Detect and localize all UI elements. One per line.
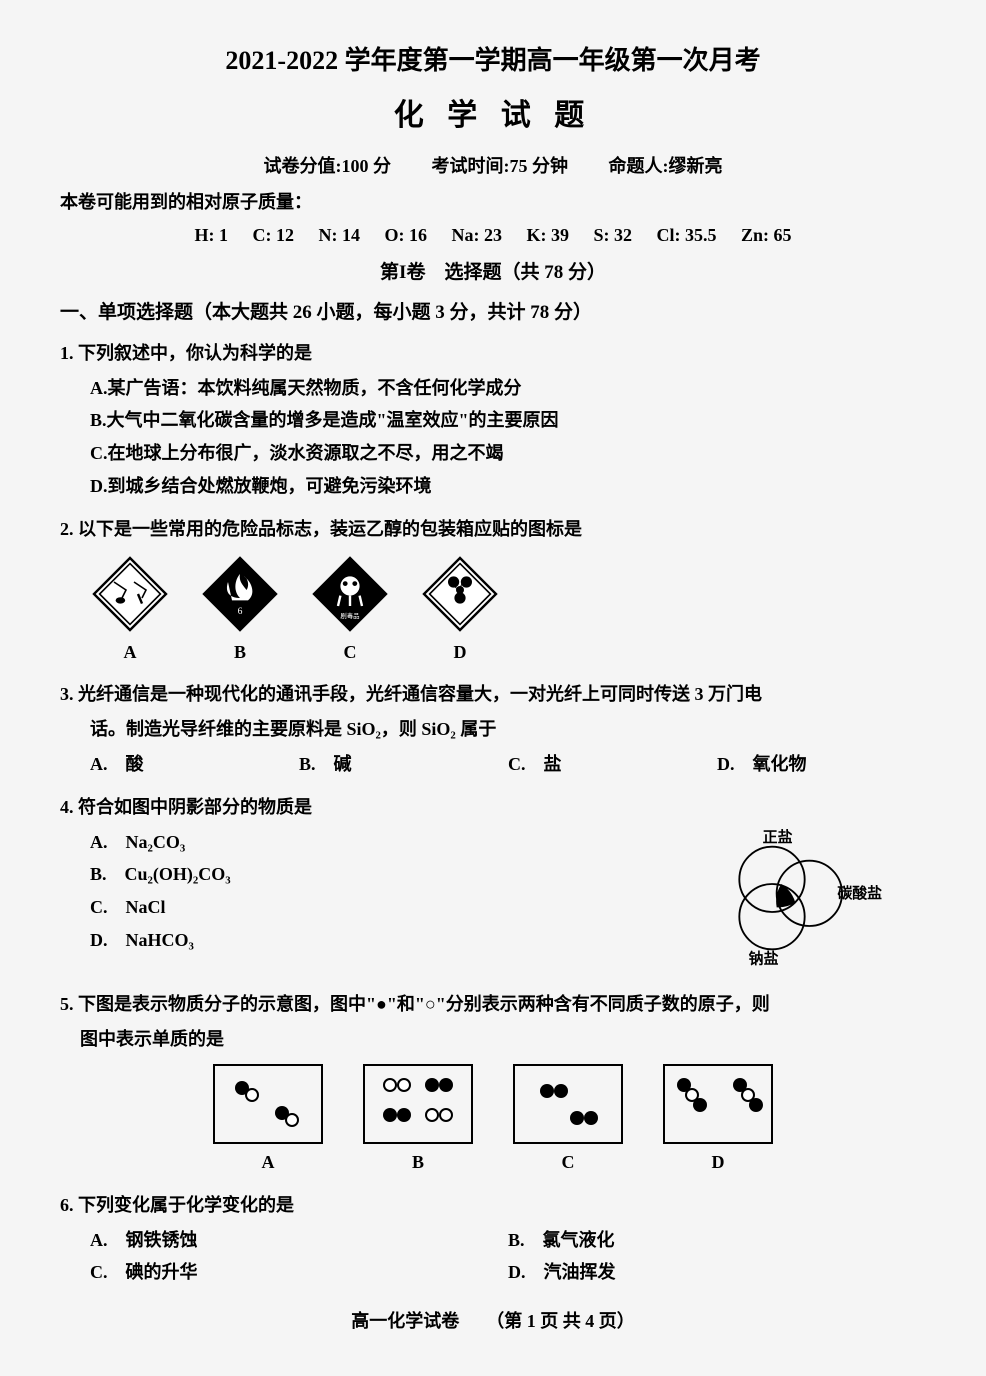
q1-opt-d: D.到城乡结合处燃放鞭炮，可避免污染环境 (90, 472, 926, 501)
hazard-c-label: C (310, 638, 390, 667)
molecule-b-box (363, 1064, 473, 1144)
q6-row2: C. 碘的升华 D. 汽油挥发 (90, 1258, 926, 1287)
venn-label-right: 碳酸盐 (837, 884, 882, 902)
question-5: 5. 下图是表示物质分子的示意图，图中"●"和"○"分别表示两种含有不同质子数的… (60, 990, 926, 1176)
subject-title: 化 学 试 题 (60, 92, 926, 140)
venn-diagram: 正盐 碳酸盐 钠盐 (646, 828, 926, 977)
mass-n: N: 14 (318, 225, 360, 245)
q6-opt-a: A. 钢铁锈蚀 (90, 1226, 508, 1255)
author-label: 命题人:缪新亮 (609, 156, 723, 176)
hazard-d-label: D (420, 638, 500, 667)
question-3: 3. 光纤通信是一种现代化的通讯手段，光纤通信容量大，一对光纤上可同时传送 3 … (60, 680, 926, 778)
molecule-d-box (663, 1064, 773, 1144)
mass-h: H: 1 (194, 225, 228, 245)
q6-stem: 6. 下列变化属于化学变化的是 (60, 1191, 926, 1220)
venn-label-top: 正盐 (763, 828, 793, 846)
svg-text:6: 6 (238, 606, 243, 617)
mass-s: S: 32 (593, 225, 632, 245)
molecule-a-box (213, 1064, 323, 1144)
q3-options: A. 酸 B. 碱 C. 盐 D. 氧化物 (90, 750, 926, 779)
hazard-c-icon: 剧毒品 (310, 554, 390, 634)
hazard-d: D (420, 554, 500, 667)
score-label: 试卷分值:100 分 (264, 156, 392, 176)
q6-opt-b: B. 氯气液化 (508, 1226, 926, 1255)
q3-opt-d: D. 氧化物 (717, 750, 926, 779)
molecule-c-label: C (513, 1148, 623, 1177)
mass-zn: Zn: 65 (741, 225, 792, 245)
molecule-c-box (513, 1064, 623, 1144)
molecule-b-label: B (363, 1148, 473, 1177)
molecule-a-label: A (213, 1148, 323, 1177)
q3-opt-b: B. 碱 (299, 750, 508, 779)
atomic-mass-label: 本卷可能用到的相对原子质量： (60, 188, 926, 217)
page-footer: 高一化学试卷 （第 1 页 共 4 页） (60, 1307, 926, 1336)
mass-cl: Cl: 35.5 (657, 225, 717, 245)
mass-o: O: 16 (384, 225, 427, 245)
mass-na: Na: 23 (451, 225, 502, 245)
q1-opt-c: C.在地球上分布很广，淡水资源取之不尽，用之不竭 (90, 439, 926, 468)
q1-stem: 1. 下列叙述中，你认为科学的是 (60, 339, 926, 368)
hazard-c: 剧毒品 C (310, 554, 390, 667)
question-4: 4. 符合如图中阴影部分的物质是 A. Na₂CO₃ B. Cu₂(OH)₂CO… (60, 793, 926, 977)
mass-c: C: 12 (252, 225, 294, 245)
q6-row1: A. 钢铁锈蚀 B. 氯气液化 (90, 1226, 926, 1255)
mass-k: K: 39 (526, 225, 569, 245)
svg-text:剧毒品: 剧毒品 (340, 611, 359, 620)
molecule-c: C (513, 1064, 623, 1177)
q3-opt-c: C. 盐 (508, 750, 717, 779)
molecule-d-label: D (663, 1148, 773, 1177)
q4-opt-d: D. NaHCO₃ (90, 926, 646, 955)
section1-title: 一、单项选择题（本大题共 26 小题，每小题 3 分，共计 78 分） (60, 298, 926, 328)
q2-stem: 2. 以下是一些常用的危险品标志，装运乙醇的包装箱应贴的图标是 (60, 515, 926, 544)
atomic-mass-values: H: 1 C: 12 N: 14 O: 16 Na: 23 K: 39 S: 3… (60, 221, 926, 250)
q1-opt-b: B.大气中二氧化碳含量的增多是造成"温室效应"的主要原因 (90, 406, 926, 435)
time-label: 考试时间:75 分钟 (432, 156, 569, 176)
q4-opt-a: A. Na₂CO₃ (90, 828, 646, 857)
q6-opt-c: C. 碘的升华 (90, 1258, 508, 1287)
molecule-a: A (213, 1064, 323, 1177)
hazard-d-icon (420, 554, 500, 634)
exam-main-title: 2021-2022 学年度第一学期高一年级第一次月考 (60, 40, 926, 82)
hazard-signs-row: A 6 B 剧毒品 (90, 554, 926, 667)
q5-stem: 5. 下图是表示物质分子的示意图，图中"●"和"○"分别表示两种含有不同质子数的… (60, 990, 926, 1019)
molecule-d: D (663, 1064, 773, 1177)
venn-label-bottom: 钠盐 (749, 949, 779, 967)
q1-opt-a: A.某广告语：本饮料纯属天然物质，不含任何化学成分 (90, 374, 926, 403)
q4-opt-c: C. NaCl (90, 893, 646, 922)
part1-header: 第I卷 选择题（共 78 分） (60, 258, 926, 288)
q4-stem: 4. 符合如图中阴影部分的物质是 (60, 793, 926, 822)
molecule-row: A B C (60, 1064, 926, 1177)
q5-stem2: 图中表示单质的是 (80, 1025, 926, 1054)
question-2: 2. 以下是一些常用的危险品标志，装运乙醇的包装箱应贴的图标是 A 6 (60, 515, 926, 667)
question-1: 1. 下列叙述中，你认为科学的是 A.某广告语：本饮料纯属天然物质，不含任何化学… (60, 339, 926, 501)
q3-stem: 3. 光纤通信是一种现代化的通讯手段，光纤通信容量大，一对光纤上可同时传送 3 … (60, 680, 926, 709)
hazard-b-label: B (200, 638, 280, 667)
hazard-a-icon (90, 554, 170, 634)
exam-meta-row: 试卷分值:100 分 考试时间:75 分钟 命题人:缪新亮 (60, 152, 926, 181)
hazard-a: A (90, 554, 170, 667)
q3-stem2: 话。制造光导纤维的主要原料是 SiO₂，则 SiO₂ 属于 (90, 715, 926, 744)
q4-opt-b: B. Cu₂(OH)₂CO₃ (90, 860, 646, 889)
molecule-b: B (363, 1064, 473, 1177)
q3-opt-a: A. 酸 (90, 750, 299, 779)
hazard-b-icon: 6 (200, 554, 280, 634)
q6-opt-d: D. 汽油挥发 (508, 1258, 926, 1287)
hazard-b: 6 B (200, 554, 280, 667)
question-6: 6. 下列变化属于化学变化的是 A. 钢铁锈蚀 B. 氯气液化 C. 碘的升华 … (60, 1191, 926, 1287)
hazard-a-label: A (90, 638, 170, 667)
